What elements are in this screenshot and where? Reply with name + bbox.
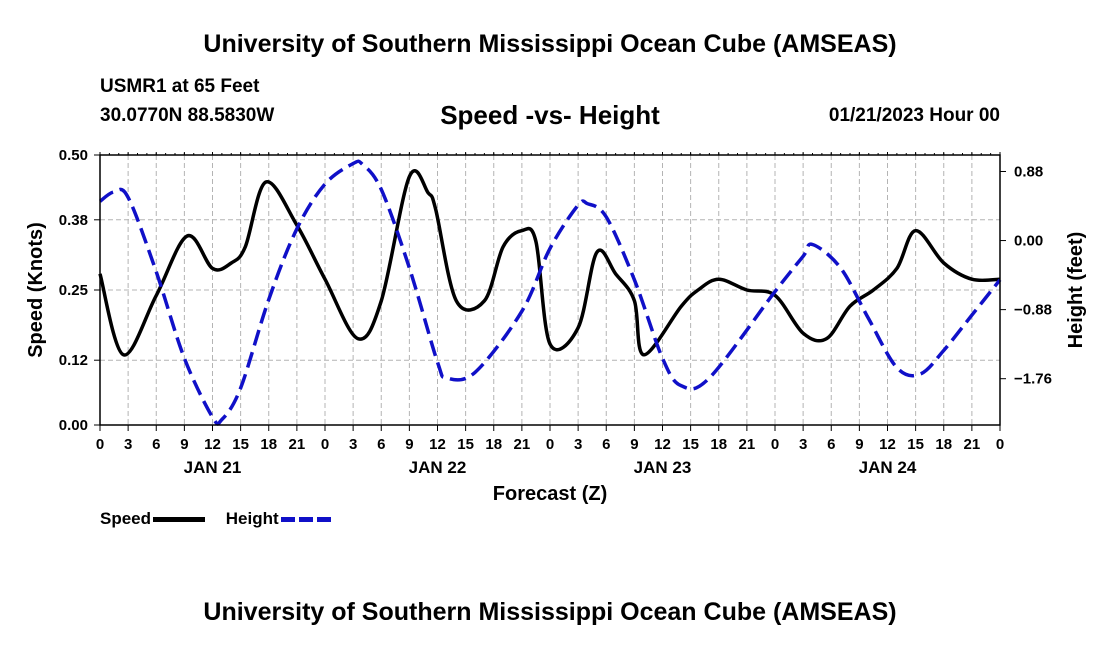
x-tick-label: 0 — [96, 436, 104, 453]
y-tick-label: 0.25 — [59, 282, 88, 299]
y2-tick-label: 0.00 — [1014, 233, 1043, 250]
x-tick-label: 6 — [152, 436, 160, 453]
forecast-datetime: 01/21/2023 Hour 00 — [828, 105, 1000, 126]
legend-speed-label: Speed — [100, 509, 152, 528]
series — [98, 159, 1002, 426]
legend: Speed Height — [100, 509, 349, 529]
legend-speed-swatch — [153, 516, 206, 522]
grid — [100, 155, 1000, 425]
x-tick-label: 15 — [682, 436, 699, 453]
x-tick-label: 3 — [799, 436, 807, 453]
y2-tick-label: −1.76 — [1014, 371, 1052, 388]
axes: 0 3 6 9 12 15 18 21 0 3 6 9 12 15 18 21 0 3 6 9 12 15 18 21 0 3 6 9… — [59, 147, 1052, 477]
x-tick-label: 0 — [771, 436, 779, 453]
y-tick-label: 0.00 — [59, 417, 88, 434]
y2-axis-title: Height (feet) — [1065, 232, 1087, 349]
y2-tick-label: −0.88 — [1014, 302, 1052, 319]
date-label: JAN 21 — [184, 458, 242, 477]
x-tick-label: 15 — [907, 436, 924, 453]
x-tick-label: 0 — [996, 436, 1004, 453]
x-tick-label: 3 — [124, 436, 132, 453]
x-tick-label: 9 — [855, 436, 863, 453]
x-tick-label: 15 — [457, 436, 474, 453]
x-tick-label: 9 — [630, 436, 638, 453]
x-tick-label: 6 — [377, 436, 385, 453]
coordinates-label: 30.0770N 88.5830W — [100, 105, 275, 126]
series-height-line — [98, 159, 1002, 426]
x-tick-label: 12 — [429, 436, 446, 453]
station-label: USMR1 at 65 Feet — [100, 76, 260, 97]
legend-height-label: Height — [225, 509, 279, 528]
x-tick-label: 9 — [405, 436, 413, 453]
chart-title: University of Southern Mississippi Ocean… — [203, 30, 897, 58]
x-tick-label: 6 — [602, 436, 610, 453]
x-tick-label: 3 — [349, 436, 357, 453]
x-tick-label: 18 — [260, 436, 277, 453]
x-tick-label: 18 — [935, 436, 952, 453]
date-label: JAN 22 — [409, 458, 467, 477]
legend-height-swatch — [280, 516, 333, 522]
x-tick-label: 12 — [204, 436, 221, 453]
y-tick-label: 0.50 — [59, 147, 88, 164]
x-tick-label: 0 — [546, 436, 554, 453]
x-tick-label: 12 — [879, 436, 896, 453]
x-tick-label: 21 — [964, 436, 981, 453]
x-tick-label: 15 — [232, 436, 249, 453]
legend-height: Height — [226, 509, 333, 529]
x-tick-label: 18 — [710, 436, 727, 453]
x-tick-label: 9 — [180, 436, 188, 453]
x-tick-label: 6 — [827, 436, 835, 453]
y-tick-label: 0.38 — [59, 212, 88, 229]
series-speed-line — [98, 169, 1001, 357]
x-tick-label: 12 — [654, 436, 671, 453]
chart-subtitle: Speed -vs- Height — [440, 100, 660, 130]
legend-speed: Speed — [100, 509, 206, 529]
y-axis-title: Speed (Knots) — [25, 222, 47, 358]
y-tick-label: 0.12 — [59, 352, 88, 369]
x-axis-title: Forecast (Z) — [493, 483, 607, 505]
x-tick-label: 21 — [514, 436, 531, 453]
date-label: JAN 23 — [634, 458, 692, 477]
x-tick-label: 21 — [289, 436, 306, 453]
x-tick-label: 21 — [739, 436, 756, 453]
x-tick-label: 0 — [321, 436, 329, 453]
date-label: JAN 24 — [859, 458, 917, 477]
x-tick-label: 18 — [485, 436, 502, 453]
y2-tick-label: 0.88 — [1014, 163, 1043, 180]
x-tick-label: 3 — [574, 436, 582, 453]
footer-title: University of Southern Mississippi Ocean… — [203, 598, 897, 626]
